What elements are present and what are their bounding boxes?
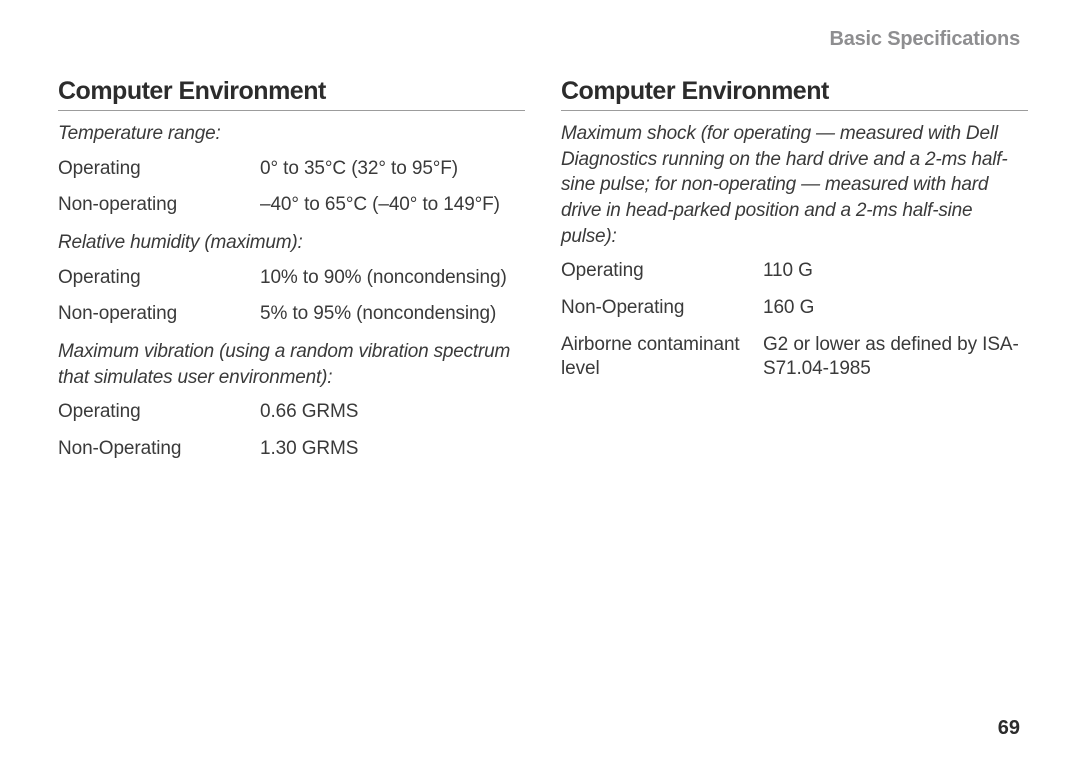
temp-subheading: Temperature range:	[58, 121, 525, 147]
content-columns: Computer Environment Temperature range: …	[58, 77, 1028, 474]
shock-operating-value: 110 G	[763, 259, 1028, 284]
vibration-operating-label: Operating	[58, 400, 260, 425]
table-row: Non-operating 5% to 95% (noncondensing)	[58, 302, 525, 327]
temp-nonop-value: –40° to 65°C (–40° to 149°F)	[260, 193, 525, 218]
table-row: Non-Operating 1.30 GRMS	[58, 437, 525, 462]
shock-nonop-value: 160 G	[763, 296, 1028, 321]
page-header-title: Basic Specifications	[58, 28, 1028, 51]
table-row: Non-Operating 160 G	[561, 296, 1028, 321]
humidity-nonop-label: Non-operating	[58, 302, 260, 327]
right-column: Computer Environment Maximum shock (for …	[561, 77, 1028, 474]
left-column: Computer Environment Temperature range: …	[58, 77, 525, 474]
airborne-label: Airborne contaminant level	[561, 333, 763, 382]
vibration-nonop-value: 1.30 GRMS	[260, 437, 525, 462]
temp-nonop-label: Non-operating	[58, 193, 260, 218]
airborne-value: G2 or lower as defined by ISA-S71.04-198…	[763, 333, 1028, 382]
page-number: 69	[998, 717, 1020, 740]
humidity-operating-label: Operating	[58, 266, 260, 291]
shock-nonop-label: Non-Operating	[561, 296, 763, 321]
temp-operating-value: 0° to 35°C (32° to 95°F)	[260, 157, 525, 182]
vibration-nonop-label: Non-Operating	[58, 437, 260, 462]
vibration-operating-value: 0.66 GRMS	[260, 400, 525, 425]
table-row: Operating 0.66 GRMS	[58, 400, 525, 425]
right-section-heading: Computer Environment	[561, 77, 1028, 111]
left-section-heading: Computer Environment	[58, 77, 525, 111]
table-row: Operating 110 G	[561, 259, 1028, 284]
humidity-nonop-value: 5% to 95% (noncondensing)	[260, 302, 525, 327]
table-row: Operating 0° to 35°C (32° to 95°F)	[58, 157, 525, 182]
shock-subheading: Maximum shock (for operating — measured …	[561, 121, 1028, 249]
table-row: Non-operating –40° to 65°C (–40° to 149°…	[58, 193, 525, 218]
humidity-operating-value: 10% to 90% (noncondensing)	[260, 266, 525, 291]
table-row: Operating 10% to 90% (noncondensing)	[58, 266, 525, 291]
temp-operating-label: Operating	[58, 157, 260, 182]
table-row: Airborne contaminant level G2 or lower a…	[561, 333, 1028, 382]
humidity-subheading: Relative humidity (maximum):	[58, 230, 525, 256]
shock-operating-label: Operating	[561, 259, 763, 284]
vibration-subheading: Maximum vibration (using a random vibrat…	[58, 339, 525, 390]
